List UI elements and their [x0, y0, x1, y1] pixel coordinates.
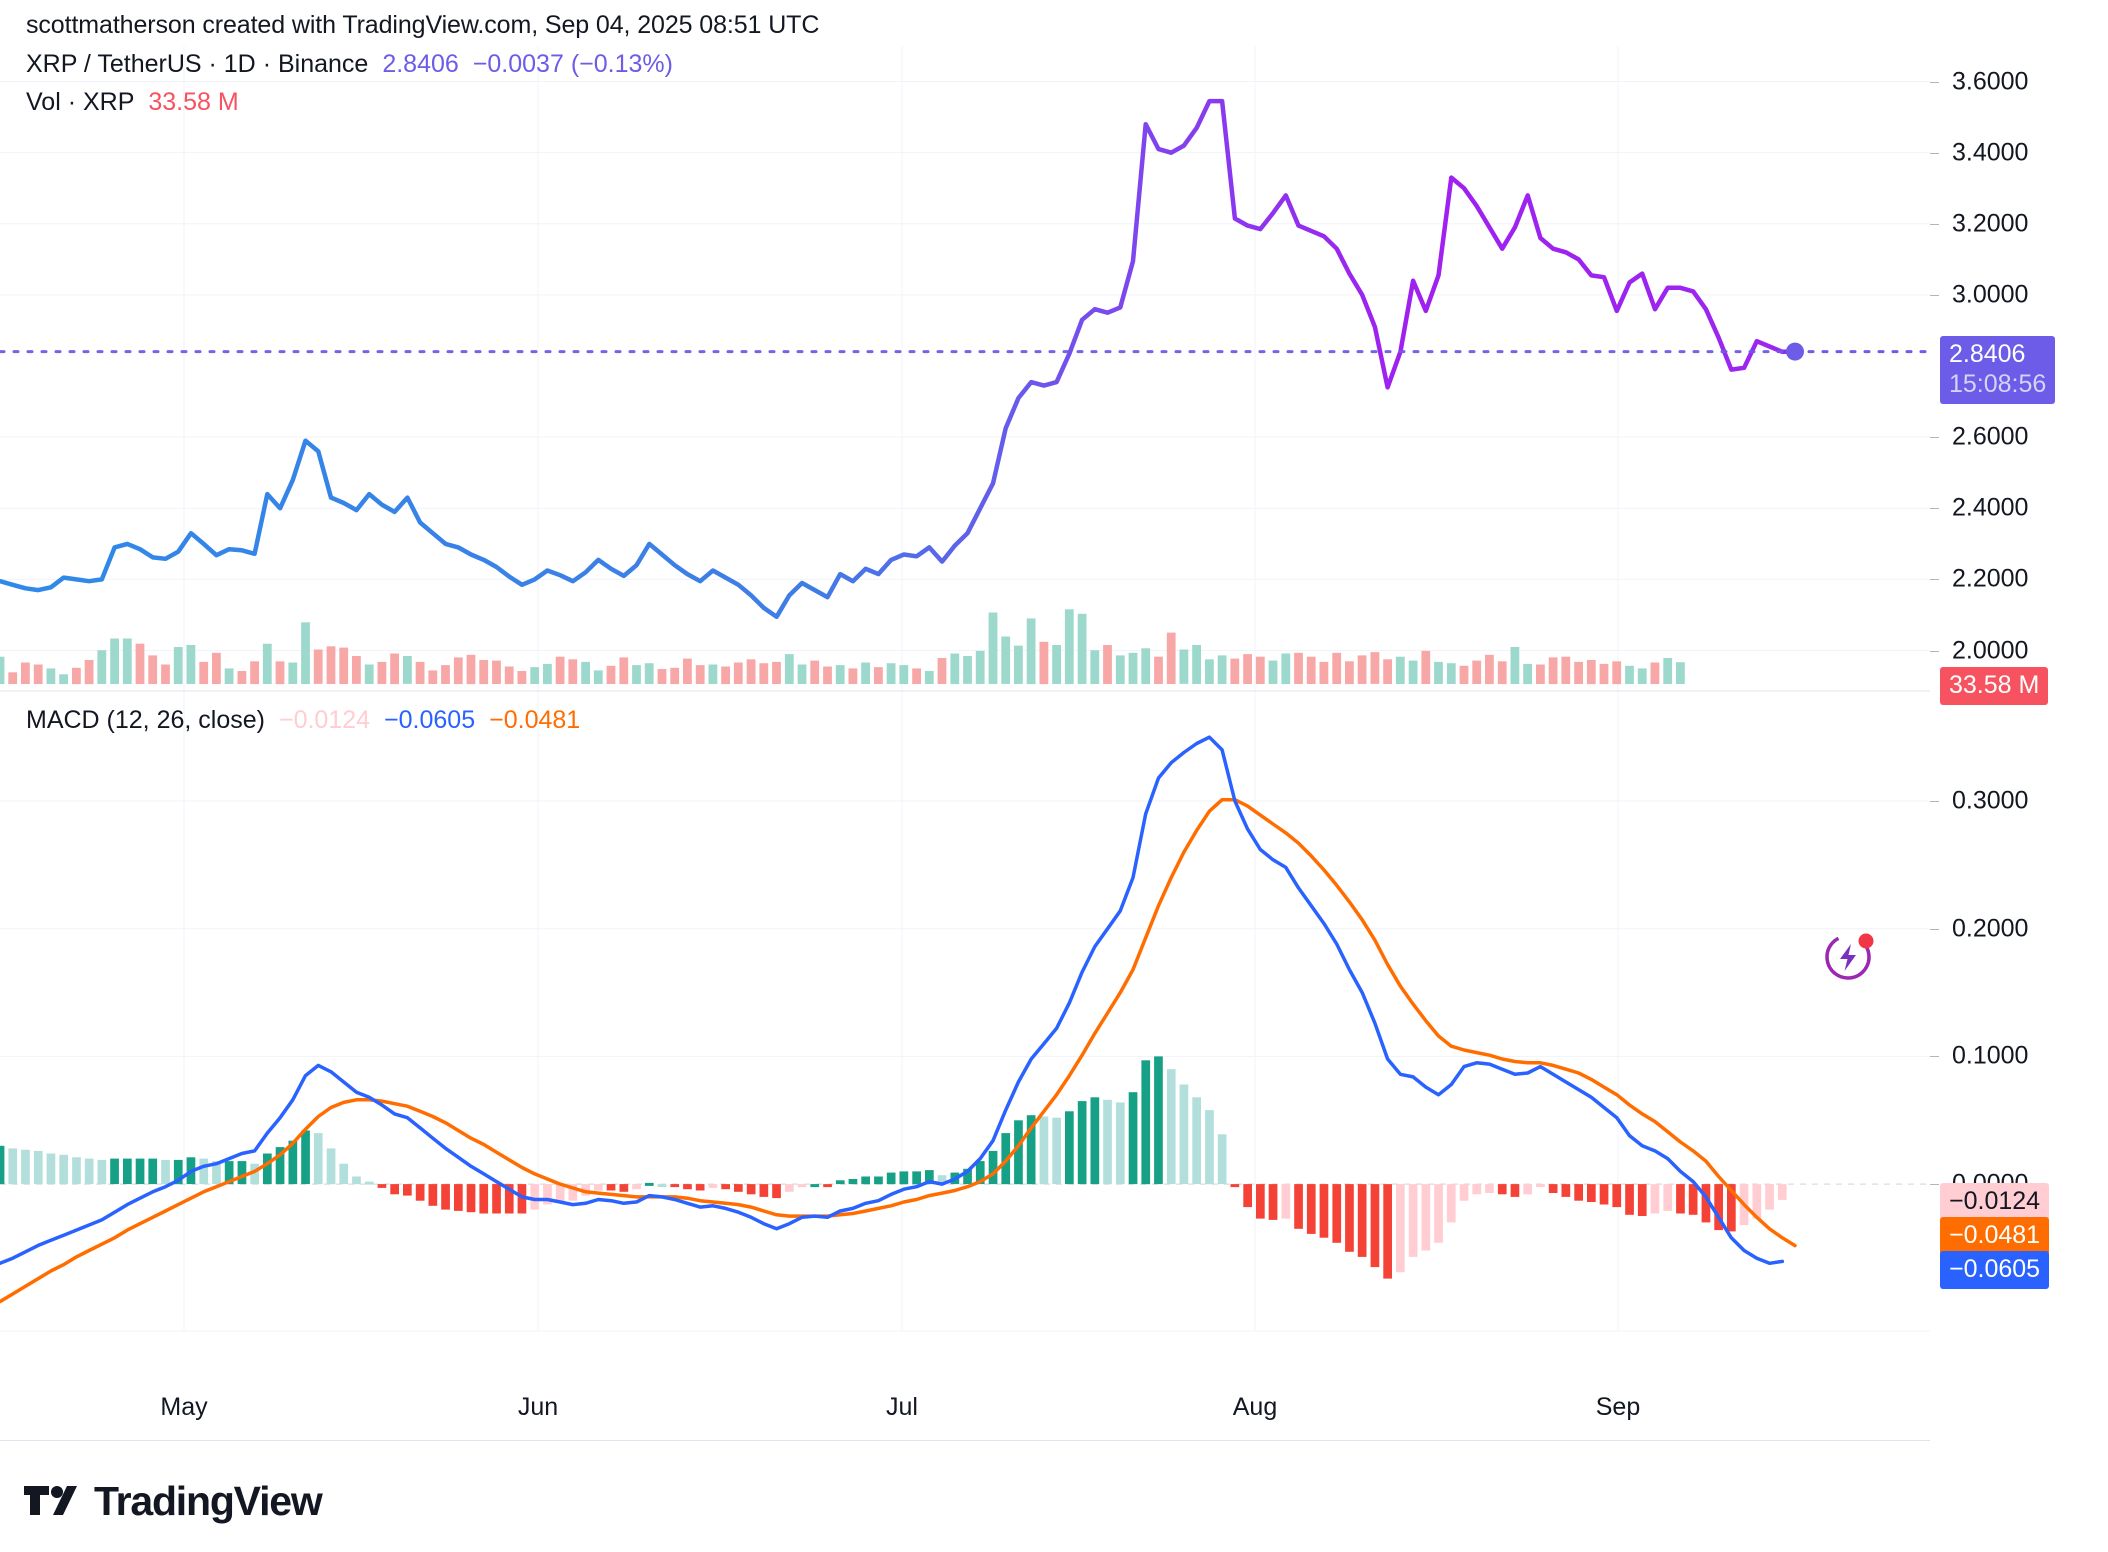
macd-axis-label: 0.1000	[1952, 1041, 2029, 1070]
axis-tick	[1930, 508, 1939, 510]
axis-tick	[1930, 928, 1939, 930]
price-legend[interactable]: XRP / TetherUS · 1D · Binance 2.8406 −0.00…	[26, 50, 673, 78]
volume-legend-value: 33.58 M	[148, 88, 239, 116]
tradingview-logo[interactable]: TradingView	[24, 1478, 323, 1525]
macd-histogram	[0, 1056, 1787, 1279]
axis-tick	[1930, 650, 1939, 652]
price-axis-label: 2.0000	[1952, 636, 2029, 665]
legend-exchange[interactable]: Binance	[277, 50, 369, 78]
macd-legend[interactable]: MACD (12, 26, close) −0.0124 −0.0605 −0.048…	[26, 706, 580, 735]
attribution-text: scottmatherson created with TradingView.…	[26, 11, 820, 39]
last-price-marker	[0, 342, 1932, 361]
lightning-bolt-icon[interactable]	[1822, 926, 1880, 989]
macd-legend-title[interactable]: MACD (12, 26, close)	[26, 706, 265, 734]
macd-signal-badge[interactable]: −0.0481	[1940, 1217, 2050, 1256]
time-axis-label: Aug	[1232, 1393, 1278, 1421]
bar-countdown: 15:08:56	[1949, 369, 2047, 398]
macd-lines	[0, 735, 1797, 1304]
chart-canvas[interactable]	[0, 46, 1932, 1379]
chart-surface[interactable]	[0, 46, 1932, 1379]
price-axis-label: 3.6000	[1952, 67, 2029, 96]
macd-hist-badge[interactable]: −0.0124	[1940, 1183, 2050, 1222]
time-axis-label: Sep	[1595, 1393, 1641, 1421]
gridlines	[0, 46, 1930, 1332]
macd-legend-macd: −0.0605	[384, 706, 476, 734]
price-axis-label: 3.4000	[1952, 138, 2029, 167]
macd-legend-signal: −0.0481	[489, 706, 581, 734]
price-axis-label: 2.6000	[1952, 422, 2029, 451]
time-axis-separator	[0, 1440, 1930, 1441]
axis-tick	[1930, 1056, 1939, 1058]
price-axis-label: 3.0000	[1952, 280, 2029, 309]
volume-badge-value: 33.58 M	[1949, 671, 2040, 699]
price-axis[interactable]: 3.6000 3.4000 3.2000 3.0000 2.6000 2.4000 2.20…	[1930, 46, 2108, 1379]
price-axis-label: 3.2000	[1952, 209, 2029, 238]
legend-change: −0.0037	[472, 50, 564, 78]
axis-tick	[1930, 152, 1939, 154]
macd-line-badge[interactable]: −0.0605	[1940, 1251, 2050, 1290]
legend-interval[interactable]: 1D	[223, 50, 256, 78]
macd-legend-hist: −0.0124	[278, 706, 371, 734]
legend-change-pct: (−0.13%)	[570, 50, 673, 78]
volume-badge[interactable]: 33.58 M	[1940, 667, 2049, 705]
price-line	[0, 98, 1798, 620]
volume-legend-title: Vol · XRP	[26, 88, 135, 116]
macd-axis-label: 0.2000	[1952, 914, 2029, 943]
last-price-badge-value: 2.8406	[1949, 339, 2026, 368]
price-axis-label: 2.2000	[1952, 564, 2029, 593]
time-axis-label: Jun	[517, 1393, 559, 1421]
axis-tick	[1930, 1184, 1939, 1186]
axis-tick	[1930, 579, 1939, 581]
macd-signal-badge-value: −0.0481	[1949, 1221, 2041, 1250]
tradingview-wordmark: TradingView	[94, 1478, 323, 1524]
time-axis-label: Jul	[886, 1393, 918, 1421]
axis-tick	[1930, 294, 1939, 296]
macd-line-badge-value: −0.0605	[1949, 1255, 2041, 1284]
last-price-badge[interactable]: 2.8406 15:08:56	[1940, 335, 2056, 404]
axis-tick	[1930, 801, 1939, 802]
legend-last-price: 2.8406	[382, 50, 459, 78]
price-axis-label: 2.4000	[1952, 493, 2029, 522]
axis-tick	[1930, 81, 1939, 83]
axis-tick	[1930, 437, 1939, 439]
axis-tick	[1930, 223, 1939, 225]
volume-legend[interactable]: Vol · XRP 33.58 M	[26, 88, 239, 117]
legend-symbol[interactable]: XRP / TetherUS	[26, 50, 202, 78]
tradingview-mark-icon	[24, 1485, 77, 1515]
time-axis-label: May	[160, 1393, 208, 1421]
macd-hist-badge-value: −0.0124	[1949, 1187, 2041, 1216]
macd-axis-label: 0.3000	[1952, 786, 2029, 815]
volume-bars	[0, 609, 1685, 685]
time-axis[interactable]: May Jun Jul Aug Sep	[0, 1379, 1930, 1441]
